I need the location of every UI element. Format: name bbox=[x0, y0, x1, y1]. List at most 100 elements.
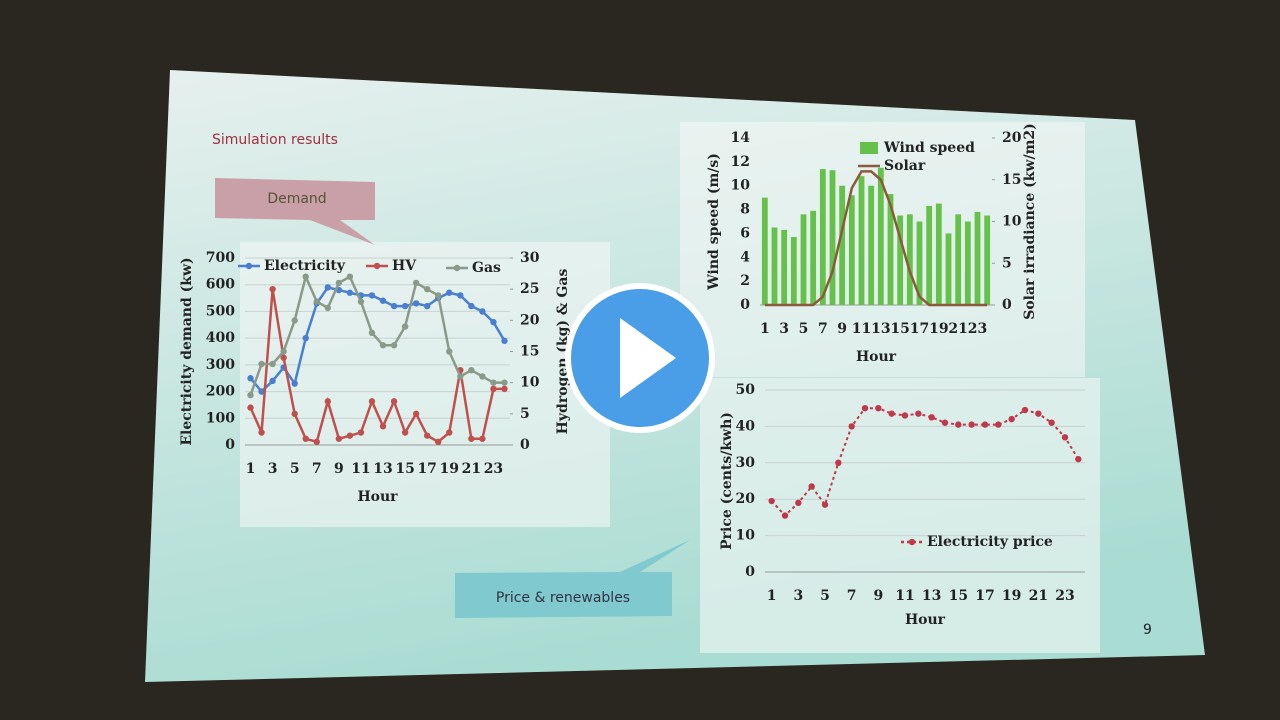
y2-tick-label: 25 bbox=[520, 281, 539, 297]
x-tick-label: 17 bbox=[910, 321, 929, 337]
point bbox=[346, 289, 354, 296]
point bbox=[490, 379, 497, 386]
bar bbox=[984, 215, 991, 305]
y2-tick-label: 20 bbox=[1002, 130, 1022, 146]
point bbox=[379, 342, 387, 349]
point bbox=[435, 292, 442, 299]
x-tick-label: 5 bbox=[290, 461, 300, 477]
y2-tick-label: 10 bbox=[1002, 214, 1022, 230]
play-icon[interactable] bbox=[620, 318, 676, 398]
x-tick-label: 21 bbox=[1029, 588, 1048, 604]
point bbox=[941, 419, 949, 426]
x-tick-label: 3 bbox=[779, 321, 789, 337]
point bbox=[368, 329, 376, 336]
point bbox=[435, 438, 442, 446]
point bbox=[390, 398, 398, 405]
y2-tick-label: 15 bbox=[1002, 172, 1021, 188]
legend-label: Solar bbox=[884, 158, 926, 174]
y-tick-label: 100 bbox=[206, 410, 235, 426]
callout bbox=[455, 540, 690, 618]
x-tick-label: 3 bbox=[793, 588, 803, 604]
y2-tick-label: 5 bbox=[520, 406, 530, 422]
bar bbox=[771, 227, 778, 305]
legend-label: Gas bbox=[472, 260, 501, 276]
legend-marker bbox=[373, 262, 381, 270]
point bbox=[781, 512, 789, 519]
point bbox=[795, 499, 802, 507]
x-tick-label: 7 bbox=[818, 321, 828, 337]
point bbox=[479, 435, 486, 442]
point bbox=[302, 273, 309, 280]
point bbox=[468, 435, 475, 442]
x-tick-label: 7 bbox=[847, 588, 857, 604]
y2-tick-label: 5 bbox=[1002, 255, 1012, 271]
bar bbox=[916, 221, 923, 305]
x-tick-label: 23 bbox=[968, 321, 987, 337]
slide-title: Simulation results bbox=[212, 132, 338, 148]
x-tick-label: 15 bbox=[395, 461, 414, 477]
x-tick-label: 9 bbox=[873, 588, 883, 604]
y2-tick-label: 20 bbox=[520, 312, 540, 328]
x-tick-label: 7 bbox=[312, 461, 322, 477]
x-tick-label: 9 bbox=[837, 321, 847, 337]
bar bbox=[839, 185, 846, 305]
point bbox=[1021, 406, 1029, 414]
bar bbox=[926, 205, 933, 305]
bar bbox=[887, 194, 894, 305]
point bbox=[479, 308, 486, 315]
x-tick-label: 15 bbox=[890, 321, 909, 337]
bar bbox=[868, 185, 875, 305]
x-tick-label: 13 bbox=[871, 321, 890, 337]
point bbox=[335, 435, 343, 442]
point bbox=[401, 429, 409, 436]
legend-label: HV bbox=[392, 258, 417, 274]
y2-tick-label: 30 bbox=[520, 250, 540, 266]
point bbox=[291, 380, 298, 387]
point bbox=[357, 429, 365, 436]
legend-marker bbox=[908, 538, 916, 546]
point bbox=[915, 410, 922, 417]
y-tick-label: 30 bbox=[736, 455, 756, 471]
legend-swatch bbox=[860, 142, 878, 154]
point bbox=[258, 360, 265, 368]
legend-marker bbox=[453, 264, 461, 272]
point bbox=[1035, 410, 1042, 417]
point bbox=[446, 348, 453, 355]
point bbox=[501, 379, 508, 386]
y-tick-label: 0 bbox=[225, 437, 235, 453]
bar bbox=[800, 214, 807, 305]
y-axis-label: Electricity demand (kw) bbox=[179, 257, 195, 445]
point bbox=[247, 375, 254, 382]
y-tick-label: 300 bbox=[206, 357, 235, 373]
point bbox=[861, 405, 869, 412]
series-line bbox=[764, 170, 988, 307]
y-tick-label: 400 bbox=[206, 330, 235, 346]
y-tick-label: 200 bbox=[206, 384, 235, 400]
chart-panel bbox=[700, 378, 1100, 653]
x-tick-label: 5 bbox=[820, 588, 830, 604]
bar bbox=[819, 169, 826, 305]
bar bbox=[848, 195, 855, 305]
point bbox=[379, 297, 387, 304]
play-button[interactable] bbox=[565, 283, 715, 433]
point bbox=[888, 410, 895, 417]
point bbox=[258, 429, 265, 436]
y-tick-label: 6 bbox=[740, 225, 750, 241]
legend-label: Electricity bbox=[264, 258, 346, 274]
bar bbox=[964, 221, 971, 305]
x-tick-label: 19 bbox=[440, 461, 459, 477]
y-tick-label: 4 bbox=[740, 249, 750, 265]
x-tick-label: 9 bbox=[334, 461, 344, 477]
x-axis-label: Hour bbox=[905, 612, 946, 628]
y2-axis-label: Hydrogen (kg) & Gas bbox=[555, 269, 571, 435]
point bbox=[368, 292, 376, 299]
legend-label: Wind speed bbox=[883, 140, 975, 156]
point bbox=[808, 483, 815, 490]
point bbox=[258, 388, 265, 395]
point bbox=[928, 414, 935, 421]
point bbox=[981, 421, 989, 428]
y2-tick-label: 10 bbox=[520, 375, 540, 391]
point bbox=[291, 317, 298, 324]
